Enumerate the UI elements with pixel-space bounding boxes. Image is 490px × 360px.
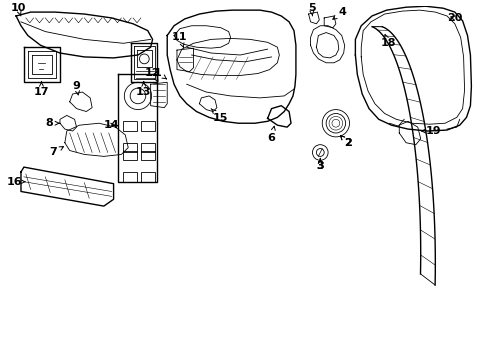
Text: 14: 14	[104, 120, 120, 130]
Text: 17: 17	[34, 81, 49, 97]
Text: 7: 7	[49, 147, 63, 157]
Text: 11: 11	[172, 32, 188, 48]
Text: 10: 10	[10, 3, 26, 16]
Text: 18: 18	[381, 35, 396, 48]
Text: 2: 2	[341, 136, 351, 148]
Text: 6: 6	[268, 126, 275, 143]
Text: 4: 4	[333, 7, 346, 19]
Text: 3: 3	[317, 158, 324, 171]
Text: 2: 2	[341, 136, 351, 148]
Text: 5: 5	[308, 3, 316, 16]
Text: 13: 13	[136, 81, 151, 97]
Text: 8: 8	[46, 118, 59, 128]
Text: 15: 15	[211, 109, 228, 123]
Text: 9: 9	[73, 81, 80, 95]
Text: 19: 19	[422, 126, 441, 136]
Text: 1: 1	[153, 68, 167, 79]
Text: 20: 20	[447, 13, 463, 23]
Text: 12: 12	[145, 68, 160, 81]
Text: 3: 3	[317, 158, 324, 171]
Text: 16: 16	[6, 177, 25, 187]
